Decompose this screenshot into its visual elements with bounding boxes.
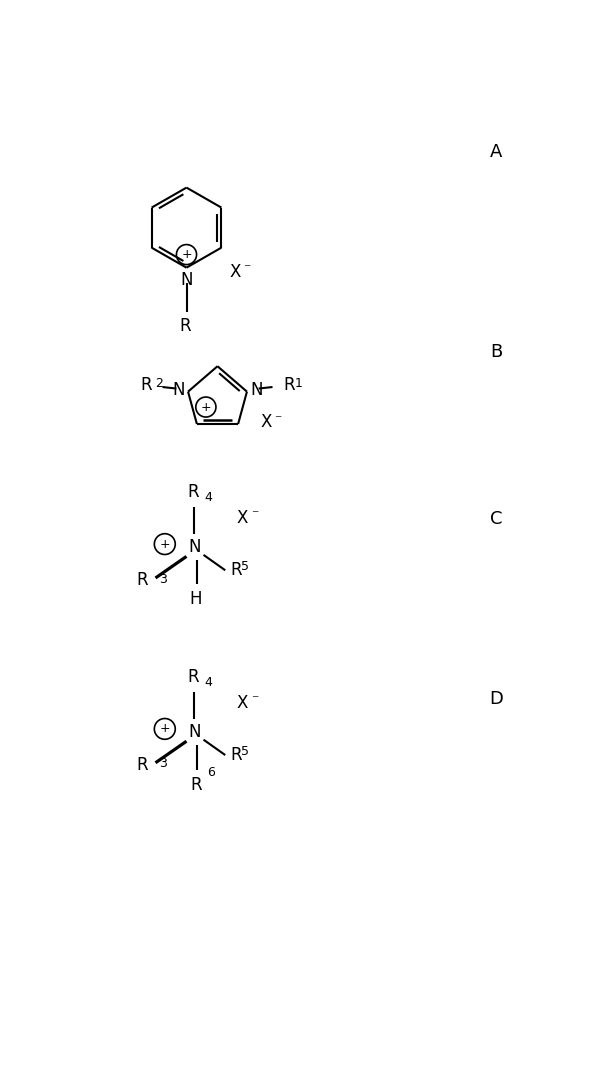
Text: R: R [136, 571, 148, 590]
Text: C: C [490, 511, 503, 528]
Text: 5: 5 [241, 560, 248, 573]
Text: R: R [187, 668, 199, 686]
Text: R: R [190, 776, 202, 794]
Text: X: X [229, 263, 241, 280]
Text: +: + [181, 248, 192, 261]
Text: H: H [190, 591, 202, 608]
Text: 3: 3 [158, 572, 167, 585]
Text: X: X [260, 413, 272, 432]
Text: 5: 5 [241, 745, 248, 758]
Text: +: + [160, 538, 170, 551]
Text: X: X [237, 694, 248, 712]
Text: 4: 4 [205, 676, 212, 689]
Text: R: R [187, 483, 199, 501]
Text: N: N [173, 381, 185, 399]
Text: R: R [136, 756, 148, 774]
Text: +: + [200, 400, 211, 413]
Text: R: R [283, 375, 295, 394]
Text: 3: 3 [158, 757, 167, 770]
Text: ⁻: ⁻ [274, 413, 282, 427]
Text: R: R [179, 317, 191, 335]
Text: 2: 2 [155, 378, 164, 391]
Text: 6: 6 [206, 766, 215, 779]
Text: R: R [230, 562, 241, 579]
Text: +: + [160, 723, 170, 736]
Text: ⁻: ⁻ [243, 262, 250, 276]
Text: A: A [490, 143, 503, 161]
Text: 4: 4 [205, 491, 212, 504]
Text: B: B [490, 343, 503, 361]
Text: D: D [490, 689, 503, 708]
Text: X: X [237, 509, 248, 527]
Text: N: N [250, 381, 263, 399]
Text: N: N [188, 723, 200, 741]
Text: R: R [140, 375, 152, 394]
Text: N: N [188, 538, 200, 556]
Text: ⁻: ⁻ [251, 694, 258, 708]
Text: R: R [230, 747, 241, 764]
Text: N: N [180, 270, 193, 289]
Text: ⁻: ⁻ [251, 509, 258, 523]
Text: 1: 1 [294, 378, 302, 391]
